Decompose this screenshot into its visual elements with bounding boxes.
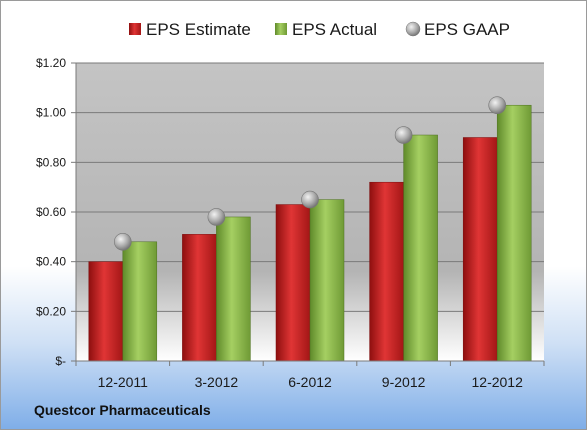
bar-eps-estimate [275, 204, 311, 362]
legend-label: EPS Estimate [146, 20, 251, 39]
y-tick-label: $0.80 [36, 155, 66, 169]
company-name: Questcor Pharmaceuticals [34, 402, 211, 418]
x-tick-label: 3-2012 [195, 374, 239, 390]
gaap-markers [114, 96, 507, 251]
y-tick-label: $- [55, 354, 66, 368]
y-tick-label: $0.60 [36, 205, 66, 219]
x-axis: 12-2011 3-2012 6-2012 9-2012 12-2012 [75, 360, 545, 390]
bar-eps-actual [216, 216, 251, 362]
bar-eps-estimate [462, 137, 498, 362]
y-tick-label: $1.20 [36, 56, 66, 70]
legend-swatch [129, 23, 141, 35]
x-tick-label: 12-2012 [472, 374, 524, 390]
legend-label: EPS Actual [292, 20, 377, 39]
marker-eps-gaap [394, 126, 413, 144]
y-tick-label: $0.20 [36, 304, 66, 318]
marker-eps-gaap [114, 233, 132, 251]
x-tick-label: 12-2011 [98, 374, 149, 390]
legend: EPS Estimate EPS Actual EPS GAAP [129, 20, 510, 39]
bar-eps-estimate [369, 181, 404, 362]
y-tick-label: $1.00 [36, 106, 66, 120]
bar-eps-actual [122, 241, 158, 362]
x-tick-label: 6-2012 [288, 374, 332, 390]
y-axis: $- $0.20 $0.40 $0.60 $0.80 $1.00 $1.20 [36, 56, 77, 368]
bar-eps-estimate [88, 261, 124, 362]
y-tick-label: $0.40 [36, 255, 66, 269]
bar-eps-actual [496, 104, 532, 362]
marker-eps-gaap [207, 208, 226, 226]
bars [88, 104, 532, 362]
legend-swatch [405, 21, 421, 37]
legend-label: EPS GAAP [424, 20, 510, 39]
x-tick-label: 9-2012 [382, 374, 426, 390]
legend-swatch [275, 23, 287, 35]
bar-eps-estimate [182, 234, 217, 362]
marker-eps-gaap [488, 96, 507, 115]
bar-eps-actual [309, 199, 345, 362]
bar-eps-actual [403, 134, 438, 362]
marker-eps-gaap [301, 190, 319, 209]
